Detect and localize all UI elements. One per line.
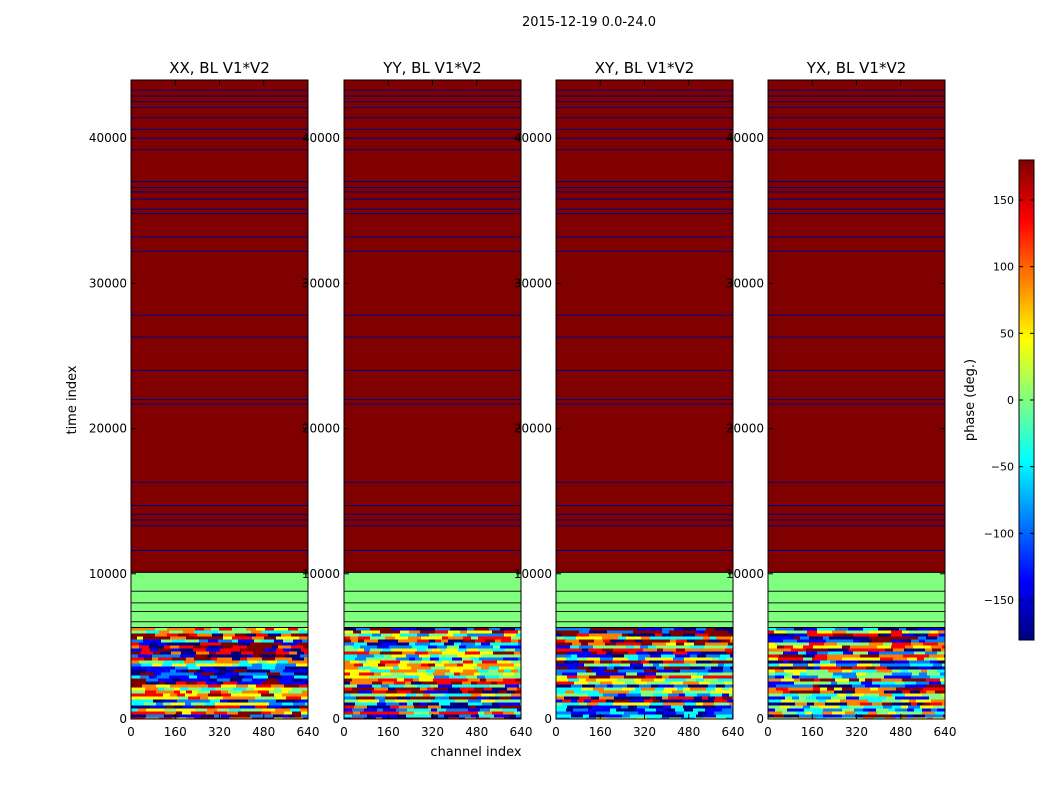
y-tick-label: 40000 <box>302 131 340 145</box>
y-tick-label: 20000 <box>726 422 764 436</box>
colorbar-tick-label: −50 <box>991 461 1014 474</box>
x-tick-label: 0 <box>552 725 560 739</box>
y-tick-label: 30000 <box>89 276 127 290</box>
colorbar-tick-label: 0 <box>1007 394 1014 407</box>
x-tick-label: 160 <box>589 725 612 739</box>
x-tick-label: 0 <box>127 725 135 739</box>
panel-1: YY, BL V1*V2 0 160 320 480 640 0 10000 20000 3000… <box>302 59 533 739</box>
region-noisy-phase <box>344 627 521 719</box>
region-noisy-phase <box>768 627 945 719</box>
colorbar-tick-label: 100 <box>993 261 1014 274</box>
x-tick-label: 320 <box>208 725 231 739</box>
panel-title: YX, BL V1*V2 <box>806 59 907 77</box>
y-tick-label: 20000 <box>302 422 340 436</box>
x-tick-label: 480 <box>465 725 488 739</box>
region-high-phase <box>131 80 308 573</box>
x-tick-label: 480 <box>252 725 275 739</box>
x-tick-label: 160 <box>801 725 824 739</box>
region-high-phase <box>344 80 521 573</box>
y-tick-label: 20000 <box>89 422 127 436</box>
panel-image <box>131 80 308 719</box>
panel-image <box>768 80 945 719</box>
y-tick-label: 0 <box>756 712 764 726</box>
x-tick-label: 0 <box>764 725 772 739</box>
y-tick-label: 10000 <box>726 567 764 581</box>
x-tick-label: 320 <box>421 725 444 739</box>
panel-title: YY, BL V1*V2 <box>382 59 481 77</box>
y-tick-label: 20000 <box>514 422 552 436</box>
y-tick-label: 10000 <box>302 567 340 581</box>
colorbar-tick-label: −100 <box>984 527 1014 540</box>
colorbar-tick-label: 50 <box>1000 327 1014 340</box>
x-tick-label: 320 <box>845 725 868 739</box>
region-noisy-phase <box>556 627 733 719</box>
x-tick-label: 0 <box>340 725 348 739</box>
region-zero-phase <box>768 572 945 628</box>
y-tick-label: 30000 <box>726 276 764 290</box>
y-tick-label: 0 <box>119 712 127 726</box>
y-tick-label: 40000 <box>514 131 552 145</box>
region-high-phase <box>556 80 733 573</box>
x-tick-label: 640 <box>510 725 533 739</box>
region-zero-phase <box>131 572 308 628</box>
panel-image <box>556 80 733 719</box>
colorbar-tick-label: −150 <box>984 594 1014 607</box>
panel-title: XX, BL V1*V2 <box>169 59 270 77</box>
panel-2: XY, BL V1*V2 0 160 320 480 640 0 10000 20000 3000… <box>514 59 745 739</box>
x-tick-label: 160 <box>164 725 187 739</box>
figure-title: 2015-12-19 0.0-24.0 <box>522 15 656 30</box>
y-tick-label: 10000 <box>89 567 127 581</box>
region-zero-phase <box>556 572 733 628</box>
panel-0: XX, BL V1*V2 0 160 320 480 640 0 10000 20000 3000… <box>89 59 320 739</box>
panels: XX, BL V1*V2 0 160 320 480 640 0 10000 20000 3000… <box>89 59 957 739</box>
x-tick-label: 640 <box>934 725 957 739</box>
y-tick-label: 30000 <box>302 276 340 290</box>
x-tick-label: 480 <box>677 725 700 739</box>
x-tick-label: 320 <box>633 725 656 739</box>
panel-3: YX, BL V1*V2 0 160 320 480 640 0 10000 20000 3000… <box>726 59 957 739</box>
x-tick-label: 160 <box>377 725 400 739</box>
x-tick-label: 640 <box>722 725 745 739</box>
y-tick-label: 0 <box>544 712 552 726</box>
y-tick-label: 40000 <box>726 131 764 145</box>
region-noisy-phase <box>131 627 308 719</box>
region-high-phase <box>768 80 945 573</box>
y-tick-label: 30000 <box>514 276 552 290</box>
x-axis-label: channel index <box>430 745 521 760</box>
panel-title: XY, BL V1*V2 <box>595 59 695 77</box>
y-axis-label: time index <box>65 365 80 434</box>
colorbar-tick-label: 150 <box>993 194 1014 207</box>
y-tick-label: 40000 <box>89 131 127 145</box>
region-zero-phase <box>344 572 521 628</box>
x-tick-label: 480 <box>889 725 912 739</box>
colorbar: −150 −100 −50 0 50 100 150 <box>984 159 1035 641</box>
x-tick-label: 640 <box>297 725 320 739</box>
y-tick-label: 10000 <box>514 567 552 581</box>
y-tick-label: 0 <box>332 712 340 726</box>
colorbar-label: phase (deg.) <box>963 359 978 441</box>
panel-image <box>344 80 521 719</box>
